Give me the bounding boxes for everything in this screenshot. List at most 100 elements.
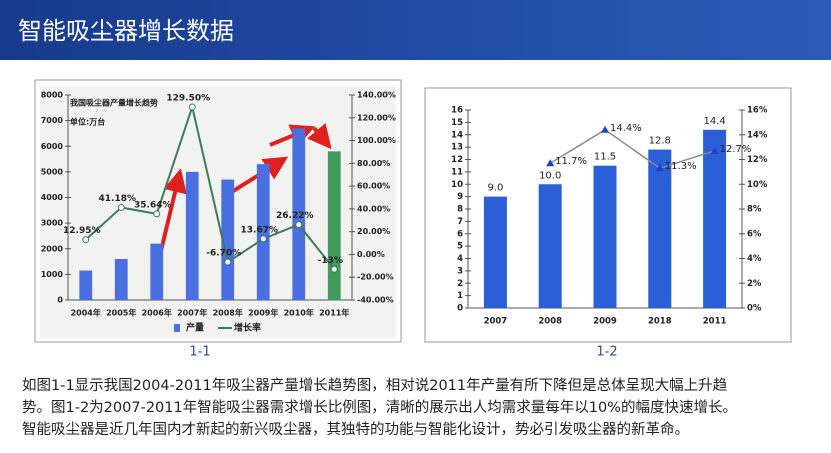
bar <box>150 243 164 300</box>
y-tick-label: 8000 <box>41 91 64 100</box>
data-label: 11.5 <box>594 152 616 163</box>
y-tick-label: 12 <box>451 155 463 165</box>
y-tick-label: 7 <box>457 217 463 227</box>
y2-tick-label: 100.00% <box>357 136 396 145</box>
y2-tick-label: 120.00% <box>357 113 396 122</box>
legend-label: 产量 <box>186 322 204 334</box>
y-tick-label: 1000 <box>41 270 64 279</box>
y-tick-label: 10 <box>451 180 463 190</box>
y-tick-label: 2000 <box>41 244 64 253</box>
caption: 1-1 <box>189 345 210 360</box>
y-tick-label: 5000 <box>41 167 64 176</box>
y2-tick-label: 60.00% <box>357 182 390 191</box>
point <box>82 236 90 244</box>
x-tick-label: 2008年 <box>213 308 243 318</box>
y2-tick-label: 140.00% <box>357 91 396 100</box>
bar <box>79 270 93 300</box>
x-tick-label: 2008 <box>538 317 562 327</box>
data-label: 12.95% <box>63 226 101 236</box>
point <box>601 125 609 133</box>
point <box>117 204 125 212</box>
y-tick-label: 14 <box>451 130 463 140</box>
line <box>85 103 336 270</box>
y2-tick-label: 6% <box>747 229 762 239</box>
y2-tick-label: 12% <box>747 155 768 165</box>
bar <box>483 196 507 308</box>
data-label: 10.0 <box>539 170 561 181</box>
y-tick-label: 0 <box>457 304 463 314</box>
point <box>153 210 161 218</box>
paragraph-line: 如图1-1显示我国2004-2011年吸尘器产量增长趋势图，相对说2011年产量… <box>22 377 728 394</box>
point <box>655 164 664 172</box>
y-tick-label: 15 <box>451 118 463 128</box>
y2-tick-label: 4% <box>747 254 762 264</box>
x-tick-label: 2007 <box>484 317 508 327</box>
y2-tick-label: 2% <box>747 279 762 289</box>
data-label: 129.50% <box>166 93 210 103</box>
x-tick-label: 2004年 <box>71 308 101 318</box>
bar <box>185 171 199 300</box>
y-tick-label: 6000 <box>41 142 64 151</box>
y2-tick-label: 40.00% <box>357 204 390 213</box>
x-tick-label: 2010年 <box>284 308 314 318</box>
data-label: 12.8 <box>649 136 671 147</box>
bar <box>221 179 235 300</box>
y-tick-label: 11 <box>451 167 463 177</box>
bar <box>292 128 306 300</box>
y2-tick-label: 80.00% <box>357 159 390 168</box>
data-label: 13.67% <box>241 225 279 235</box>
bar <box>648 149 672 308</box>
point <box>710 146 719 154</box>
point <box>224 258 232 266</box>
bar <box>538 184 562 308</box>
y2-tick-label: 8% <box>747 205 762 215</box>
x-tick-label: 2009 <box>593 317 617 327</box>
data-label: -6.70% <box>206 249 241 259</box>
y2-tick-label: 0% <box>747 304 762 314</box>
bar <box>703 129 727 308</box>
paragraph-line: 势。图1-2为2007-2011年智能吸尘器需求增长比例图，清晰的展示出人均需求… <box>22 399 737 416</box>
y-tick-label: 4000 <box>41 193 64 202</box>
x-tick-label: 2018 <box>648 317 672 327</box>
data-label: 41.18% <box>99 194 137 204</box>
legend-swatch <box>174 324 180 332</box>
caption: 1-2 <box>596 345 617 360</box>
data-label: 9.0 <box>487 183 503 194</box>
data-label: 11.3% <box>665 161 697 172</box>
y-tick-label: 13 <box>451 143 463 153</box>
point <box>330 265 338 273</box>
y-tick-label: 8 <box>457 205 463 215</box>
y2-tick-label: -40.00% <box>357 296 394 305</box>
x-tick-label: 2011 <box>703 317 727 327</box>
legend-label: 增长率 <box>234 322 261 334</box>
y-tick-label: 5 <box>457 242 463 252</box>
chart-subtitle: 单位:万台 <box>70 117 105 127</box>
data-label: 11.7% <box>555 156 587 167</box>
bar <box>114 259 128 300</box>
y2-tick-label: -20.00% <box>357 273 394 282</box>
data-label: 14.4% <box>610 123 642 134</box>
paragraph-line: 智能吸尘器是近几年国内才新起的新兴吸尘器，其独特的功能与智能化设计，势必引发吸尘… <box>22 420 689 438</box>
point <box>546 159 555 167</box>
y2-tick-label: 0.00% <box>357 250 385 259</box>
y-tick-label: 3 <box>457 266 463 276</box>
data-label: 26.22% <box>276 211 314 221</box>
header-title: 智能吸尘器增长数据 <box>18 17 234 45</box>
chart-title: 我国吸尘器产量增长趋势 <box>70 98 158 108</box>
bar <box>593 165 617 308</box>
y-tick-label: 3000 <box>41 219 64 228</box>
data-label: 14.4 <box>703 116 725 127</box>
y-tick-label: 7000 <box>41 116 64 125</box>
y-tick-label: 16 <box>451 106 463 116</box>
y-tick-label: 2 <box>457 279 463 289</box>
data-label: 35.64% <box>134 200 172 210</box>
x-tick-label: 2009年 <box>248 308 278 318</box>
data-label: 12.7% <box>720 144 752 155</box>
bar <box>327 151 341 300</box>
header-bar <box>0 0 831 60</box>
y-tick-label: 9 <box>457 192 463 202</box>
point <box>259 235 267 243</box>
y2-tick-label: 16% <box>747 106 768 116</box>
x-tick-label: 2011年 <box>319 308 349 318</box>
